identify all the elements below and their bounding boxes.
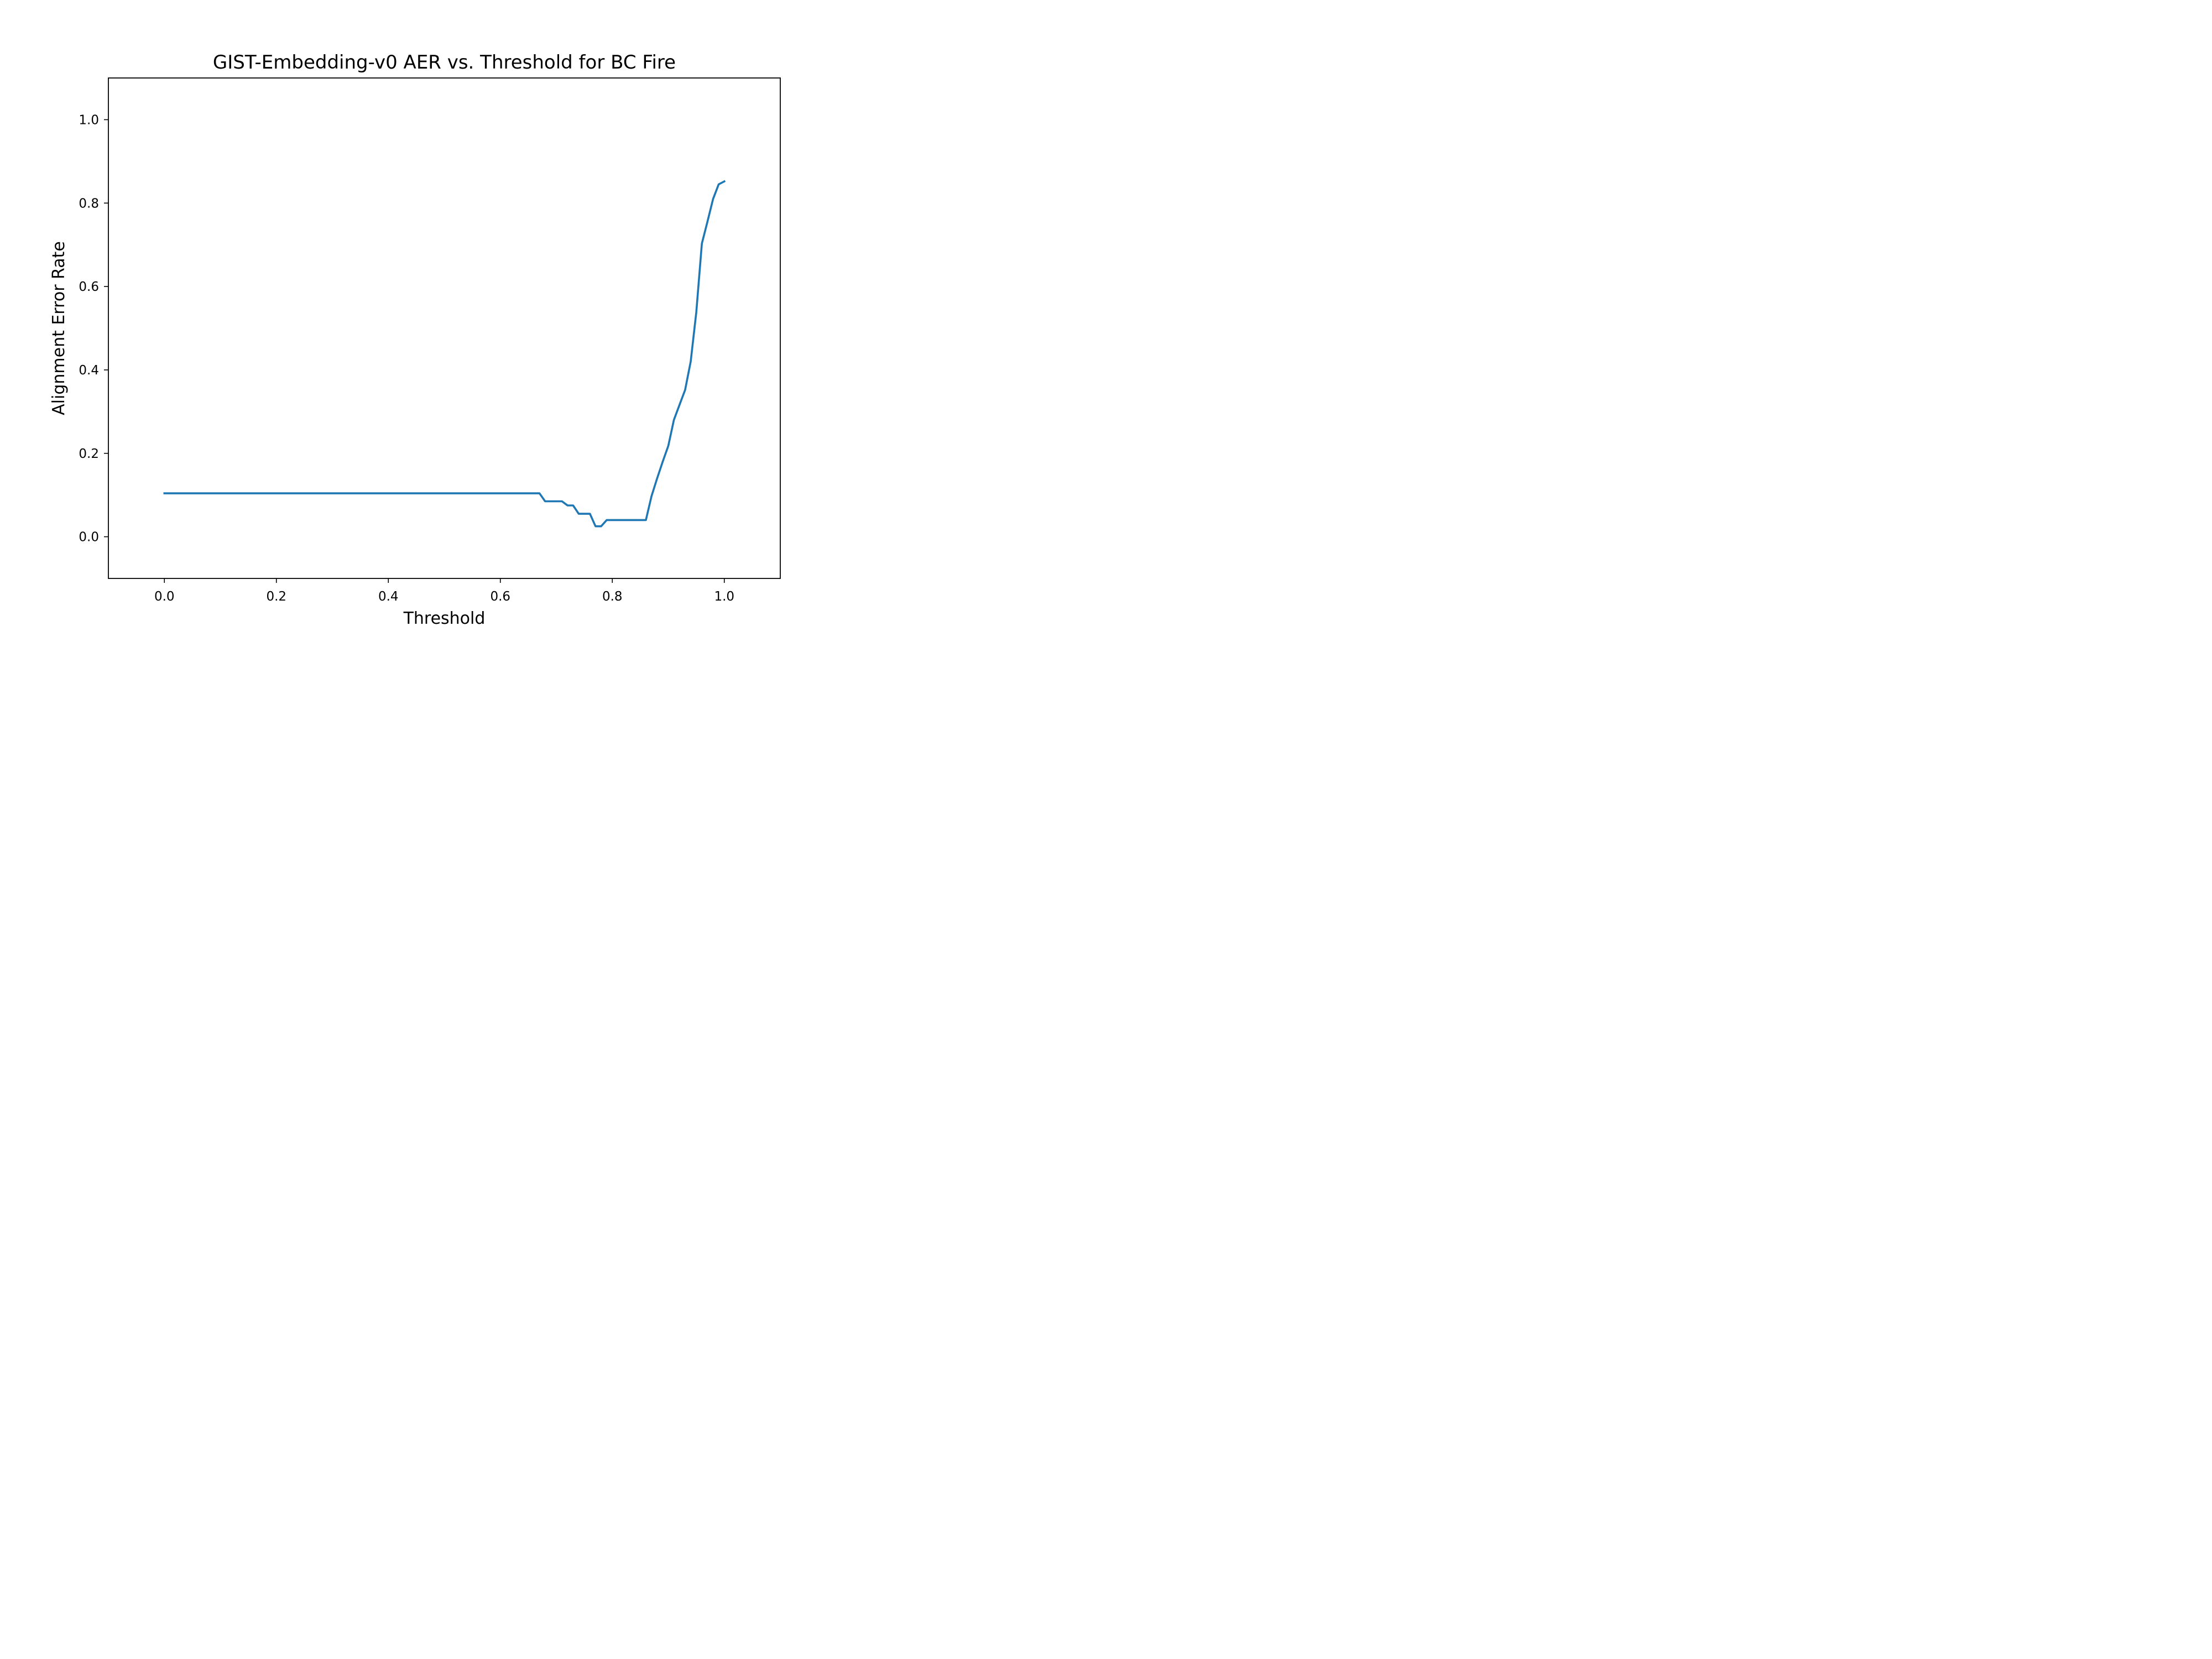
x-axis-label: Threshold bbox=[403, 609, 486, 628]
x-tick-label: 0.0 bbox=[154, 589, 175, 604]
x-tick-label: 0.2 bbox=[266, 589, 286, 604]
x-tick-label: 1.0 bbox=[714, 589, 734, 604]
y-tick-label: 0.8 bbox=[79, 196, 99, 211]
chart: GIST-Embedding-v0 AER vs. Threshold for … bbox=[0, 0, 855, 641]
axes: 0.0 0.2 0.4 0.6 0.8 1.0 0.0 0.2 0.4 0.6 0.8 1.0 bbox=[79, 77, 781, 604]
y-tick-label: 0.0 bbox=[79, 530, 99, 545]
y-tick-label: 1.0 bbox=[79, 113, 99, 127]
series-group bbox=[163, 180, 726, 528]
line-chart: GIST-Embedding-v0 AER vs. Threshold for … bbox=[49, 51, 781, 628]
chart-title: GIST-Embedding-v0 AER vs. Threshold for … bbox=[213, 51, 676, 74]
y-tick-label: 0.2 bbox=[79, 447, 99, 461]
y-tick-label: 0.6 bbox=[79, 280, 99, 294]
y-tick-label: 0.4 bbox=[79, 363, 99, 378]
x-tick-label: 0.8 bbox=[602, 589, 623, 604]
x-tick-label: 0.4 bbox=[378, 589, 399, 604]
plot-frame bbox=[108, 77, 781, 579]
x-tick-label: 0.6 bbox=[490, 589, 510, 604]
y-axis-label: Alignment Error Rate bbox=[49, 241, 69, 415]
series-line bbox=[163, 180, 726, 528]
